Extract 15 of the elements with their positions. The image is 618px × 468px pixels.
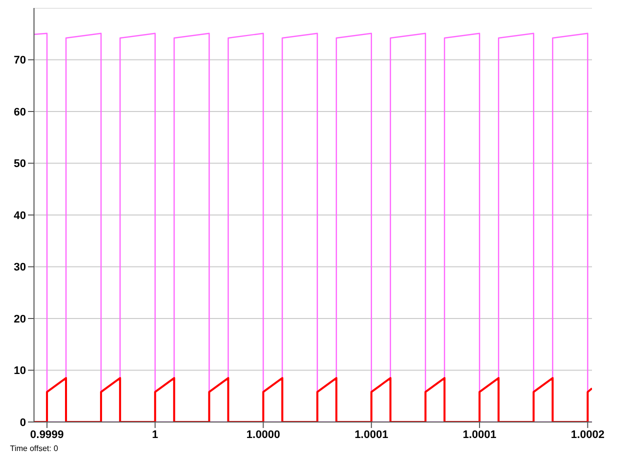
y-tick-label: 30 xyxy=(14,262,26,274)
y-tick-label: 70 xyxy=(14,54,26,67)
text: Time offset: 0 xyxy=(10,444,60,453)
y-tick-label: 60 xyxy=(14,106,26,118)
x-tick-label: 1.0001 xyxy=(354,428,388,441)
y-tick-label: 50 xyxy=(14,158,26,170)
x-tick-label: 1.0000 xyxy=(246,428,280,441)
y-tick-label: 0 xyxy=(20,416,26,429)
x-tick-label: 0.9999 xyxy=(30,428,64,441)
x-tick-label: 1.0002 xyxy=(570,428,605,441)
x-tick-label: 1.0001 xyxy=(462,428,496,441)
y-tick-label: 10 xyxy=(14,365,26,378)
x-tick-label: 1 xyxy=(152,428,158,441)
y-tick-label: 20 xyxy=(14,313,26,326)
y-tick-label: 40 xyxy=(14,210,26,222)
